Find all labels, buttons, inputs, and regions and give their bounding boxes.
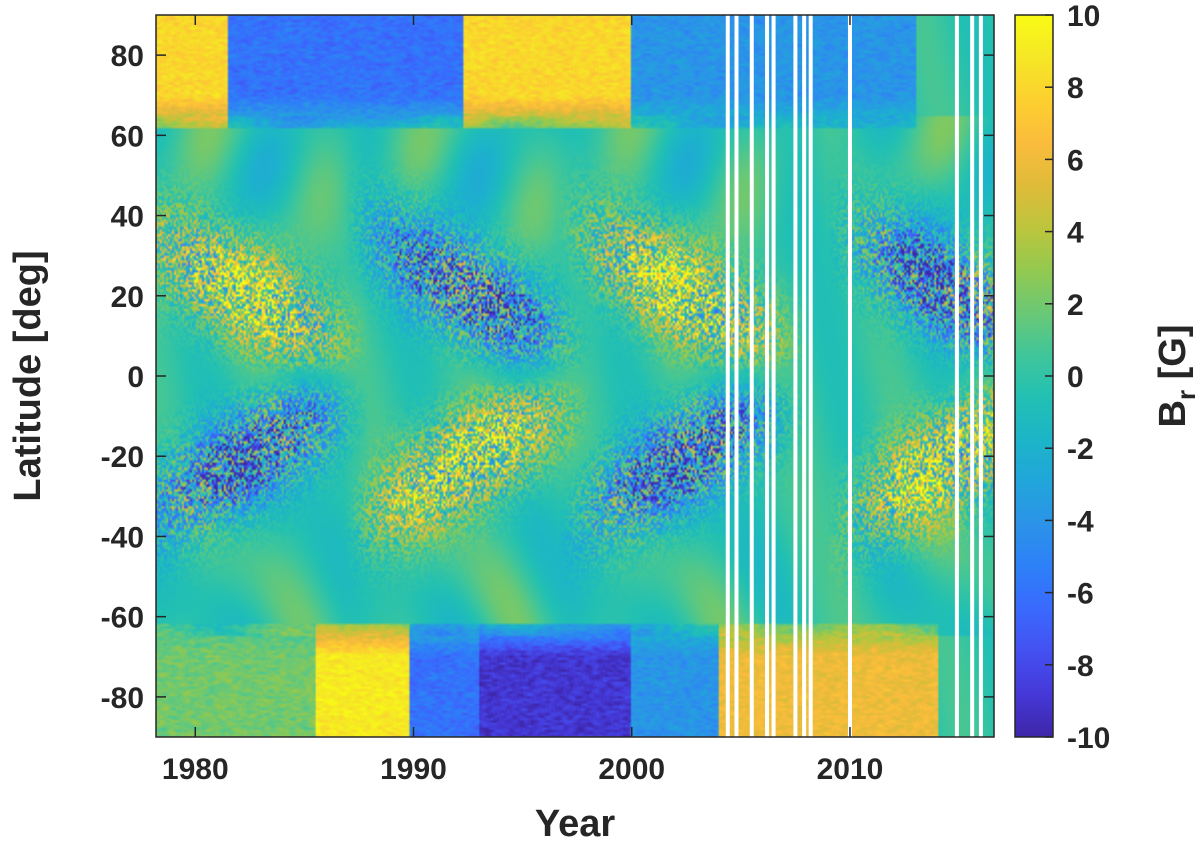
y-axis-label: Latitude [deg] <box>7 250 49 501</box>
x-axis: 1980 1990 2000 2010 <box>162 15 883 786</box>
data-gap <box>954 15 959 737</box>
colorbar-label: Br [G] <box>1152 324 1200 427</box>
y-tick-label: 0 <box>127 361 144 394</box>
data-gap <box>749 15 754 737</box>
data-gap <box>734 15 739 737</box>
colorbar-label-unit: [G] <box>1152 324 1194 389</box>
data-gap <box>771 15 776 737</box>
colorbar-label-b: B <box>1152 400 1194 427</box>
x-tick-label: 2000 <box>598 753 665 786</box>
colorbar: -10 -8 -6 -4 -2 0 2 4 6 8 10 Br [G] <box>1014 0 1200 755</box>
x-tick-label: 1990 <box>380 753 447 786</box>
colorbar-tick-label: 6 <box>1067 144 1084 177</box>
y-tick-label: 20 <box>111 281 144 314</box>
data-gap <box>808 15 813 737</box>
colorbar-tick-label: 2 <box>1067 289 1084 322</box>
colorbar-tick-label: 8 <box>1067 72 1084 105</box>
colorbar-tick-label: 0 <box>1067 361 1084 394</box>
x-tick-label: 2010 <box>817 753 884 786</box>
colorbar-tick-label: -10 <box>1067 722 1110 755</box>
colorbar-tick-label: -8 <box>1067 650 1094 683</box>
colorbar-tick-label: -6 <box>1067 578 1094 611</box>
data-gap <box>847 15 852 737</box>
y-tick-label: -20 <box>101 441 144 474</box>
x-axis-label: Year <box>535 803 616 841</box>
colorbar-tick-label: -4 <box>1067 505 1094 538</box>
y-tick-label: -40 <box>101 521 144 554</box>
colorbar-ticks: -10 -8 -6 -4 -2 0 2 4 6 8 10 <box>1045 0 1110 755</box>
x-tick-label: 1980 <box>162 753 229 786</box>
colorbar-tick-label: 10 <box>1067 0 1100 33</box>
y-tick-label: -80 <box>101 682 144 715</box>
y-tick-label: -60 <box>101 602 144 635</box>
y-tick-label: 40 <box>111 201 144 234</box>
data-gap <box>793 15 798 737</box>
data-gap <box>970 15 975 737</box>
data-gaps <box>725 15 983 737</box>
colorbar-tick-label: -2 <box>1067 433 1094 466</box>
y-tick-label: 80 <box>111 40 144 73</box>
data-gap <box>725 15 730 737</box>
data-gap <box>765 15 770 737</box>
colorbar-label-sub: r <box>1171 390 1200 400</box>
data-gap <box>978 15 983 737</box>
plot-area <box>155 14 995 738</box>
data-gap <box>802 15 807 737</box>
y-axis: -80 -60 -40 -20 0 20 40 60 80 <box>101 40 994 715</box>
y-tick-label: 60 <box>111 120 144 153</box>
colorbar-tick-label: 4 <box>1067 217 1084 250</box>
heatmap-image <box>156 15 994 737</box>
